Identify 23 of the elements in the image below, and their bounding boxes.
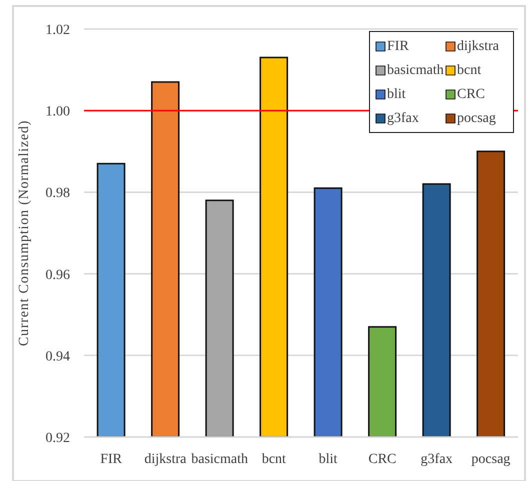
legend-label: CRC xyxy=(457,87,486,102)
y-tick-label: 0.94 xyxy=(46,349,70,364)
x-tick-label: dijkstra xyxy=(144,452,188,467)
x-tick-label: basicmath xyxy=(191,452,248,467)
y-tick-label: 0.98 xyxy=(46,186,70,202)
x-tick-label: FIR xyxy=(100,452,123,467)
x-tick-label: pocsag xyxy=(471,452,510,467)
x-tick-label: bcnt xyxy=(262,452,286,467)
x-tick-label: blit xyxy=(318,452,338,467)
y-tick-label: 0.92 xyxy=(46,430,70,446)
x-tick-label: CRC xyxy=(368,452,396,467)
y-tick-label: 1.02 xyxy=(46,22,70,38)
x-tick-label: g3fax xyxy=(420,452,453,467)
legend-label: FIR xyxy=(387,39,409,54)
legend-label: basicmath xyxy=(387,63,444,78)
y-tick-label: 0.96 xyxy=(46,268,70,283)
legend-label: blit xyxy=(387,87,406,102)
legend-label: dijkstra xyxy=(457,39,499,54)
legend-label: bcnt xyxy=(457,63,482,78)
y-axis-title: Current Consumption (Normalized) xyxy=(16,120,32,346)
legend-label: g3fax xyxy=(387,111,419,126)
y-tick-label: 1.00 xyxy=(46,104,70,120)
legend-label: pocsag xyxy=(457,111,496,126)
